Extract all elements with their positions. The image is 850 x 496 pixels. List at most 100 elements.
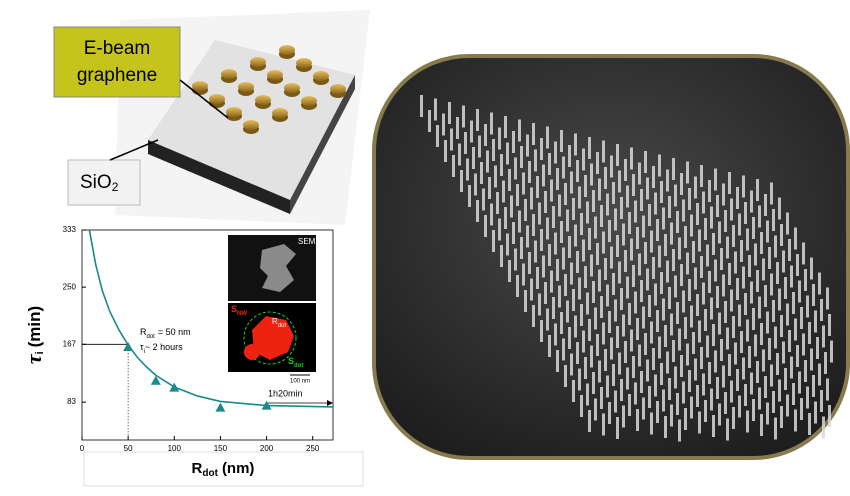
pillar [428,110,431,132]
inset-circle [243,311,297,365]
pillar [678,237,681,260]
pillar [660,181,663,203]
pillar [740,240,743,262]
pillar [584,175,587,197]
gold-dots [192,45,346,134]
pillar [664,325,667,347]
pillar [504,116,507,138]
pillar [820,390,823,412]
pillar [604,167,607,189]
pillar [592,372,595,394]
pillar [542,164,545,187]
inset-sub: NW [237,311,247,317]
annotation: Rdot = 50 nm [140,327,191,339]
pillar [688,370,691,392]
pillar [588,228,591,250]
pillar [474,173,477,196]
arrowhead [327,400,333,406]
pillar [584,357,587,379]
pillar [582,148,585,171]
pillar [742,175,745,198]
pillar [520,237,523,259]
pillar [554,323,557,346]
pillar [552,297,555,319]
pillar [444,140,447,162]
inset-label: Rdot [272,317,286,328]
pillar [602,413,605,436]
pillar [632,174,635,196]
pillar [572,289,575,311]
pillar [588,410,591,432]
dot [313,71,329,81]
pillar [692,241,695,263]
pillar [634,382,637,405]
pillar [574,224,577,247]
point [261,400,272,410]
pillar [524,199,527,221]
pillar [782,341,785,364]
x-axis-label: Rdot (nm) [192,460,255,479]
pillar [478,135,481,158]
pillar [584,266,587,288]
pillar [586,201,589,224]
pillar [542,255,545,278]
point [123,342,134,352]
pillar [458,143,461,166]
pillar [640,371,643,393]
pillar [802,333,805,356]
inset-sub: dot [294,363,303,369]
ann-sub: i [144,349,145,355]
pillar [694,358,697,381]
pillar [722,365,725,388]
pillar [652,166,655,188]
pillar [540,138,543,160]
pillar [670,404,673,427]
pillar [570,353,573,376]
pillar [736,369,739,391]
pillar [592,281,595,303]
pillar [522,172,525,195]
pillar [558,194,561,217]
pillar [830,340,833,363]
pillar [662,298,665,321]
pillar [554,232,557,255]
slab-top [148,40,355,200]
pillar [616,235,619,257]
pillar [720,339,723,361]
pillar [628,303,631,325]
pillar [664,234,667,256]
pillar [828,314,831,336]
dot [255,95,271,105]
pillar [656,310,659,332]
pillar [738,213,741,236]
pillar [642,397,645,420]
pillar [462,105,465,128]
pillar [586,383,589,406]
inset-label: SNW [231,304,247,316]
pillar [644,151,647,173]
pillar [744,384,747,406]
pillar [566,300,569,323]
pillar [484,124,487,146]
pillar [560,130,563,152]
pillar [618,352,621,375]
point [169,382,180,392]
pillar [704,309,707,331]
pillar [724,210,727,232]
pillar [770,273,773,296]
pillar [794,227,797,250]
pillar [632,265,635,287]
pillar [686,252,689,275]
pillar [746,228,749,251]
pillar [758,296,761,319]
dot [238,82,254,92]
pillar [600,205,603,227]
pillar [690,214,693,237]
ann-sub: dot [147,334,156,340]
y-axis-label: τi (min) [21,306,46,364]
pillar [546,217,549,240]
x-tick-label: 50 [124,444,133,453]
pillar [640,189,643,211]
pillar [606,284,609,307]
pillar [648,295,651,317]
